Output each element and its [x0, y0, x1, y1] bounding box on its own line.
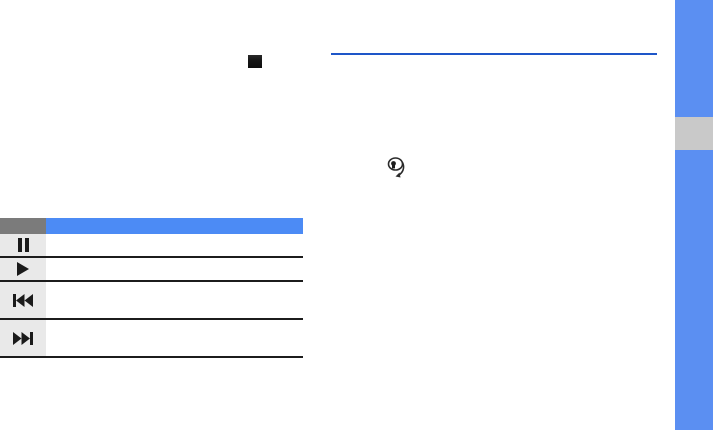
previous-icon — [0, 282, 46, 318]
table-row — [0, 320, 303, 358]
section-divider-rule — [331, 53, 657, 55]
table-cell-function — [46, 282, 303, 318]
next-icon — [0, 320, 46, 356]
table-header-icon-cell — [0, 218, 46, 234]
pause-icon — [0, 234, 46, 256]
table-cell-function — [46, 234, 303, 256]
chapter-sidebar-active-tab — [675, 117, 713, 150]
table-row — [0, 258, 303, 282]
table-cell-function — [46, 320, 303, 356]
chapter-sidebar-bar — [675, 0, 713, 430]
stop-square-icon — [248, 55, 262, 68]
table-row — [0, 234, 303, 258]
play-icon — [0, 258, 46, 280]
table-body — [0, 234, 303, 358]
table-cell-function — [46, 258, 303, 280]
table-row — [0, 282, 303, 320]
rotate-glyph-icon — [387, 156, 407, 179]
media-controls-table — [0, 218, 303, 358]
table-header-row — [0, 218, 303, 234]
table-header-function-cell — [46, 218, 303, 234]
